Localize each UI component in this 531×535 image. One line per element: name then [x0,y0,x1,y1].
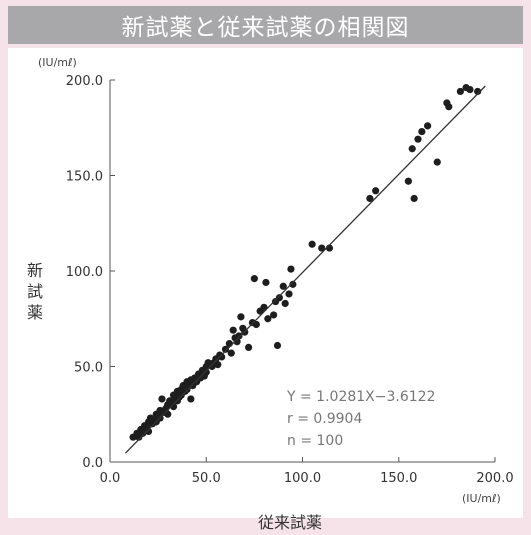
x-tick-label: 200.0 [476,471,513,486]
x-axis-label: 従来試薬 [258,513,322,532]
data-point [264,315,272,323]
data-point [281,299,289,308]
x-tick-label: 0.0 [100,471,121,486]
data-point [404,177,412,185]
y-axis-label: 新試薬 [27,261,43,322]
data-point [237,313,245,321]
data-point [250,275,258,283]
data-point [456,87,464,96]
axes [109,79,496,463]
data-point [287,265,295,273]
data-point [225,339,233,348]
y-axis-unit: (IU/mℓ) [38,56,77,69]
equation-annotation: Y = 1.0281X−3.6122 [286,389,435,405]
data-point [218,353,226,361]
data-point [433,158,441,166]
regression-line [124,85,486,454]
data-point [410,194,418,203]
data-point [202,368,210,376]
data-point [227,349,235,357]
data-point [408,145,416,153]
data-point [275,294,283,302]
data-point [414,135,422,143]
data-point [318,244,326,252]
data-point [445,103,453,111]
y-tick-label: 150.0 [66,170,103,185]
y-tick-label: 100.0 [66,265,103,280]
data-point [308,240,316,248]
data-point [273,341,282,350]
data-point [270,311,278,319]
data-point [229,326,237,334]
correlation-annotation: r = 0.9904 [287,411,362,427]
data-point [169,403,178,411]
data-point [214,360,222,369]
y-tick-label: 50.0 [74,361,103,376]
data-point [262,278,270,287]
data-point [466,85,474,94]
data-point [158,395,166,403]
data-point [144,427,153,436]
sample-size-annotation: n = 100 [287,433,343,449]
data-point [418,127,426,136]
tick-labels: 0.00.0 50.0 50.0 100.0 100.0 150.0 150.0 200.0 2… [66,74,514,486]
x-tick-label: 150.0 [380,471,417,486]
data-point [372,187,380,195]
data-point [235,332,243,340]
data-point [424,122,432,130]
fit-line [124,85,486,454]
y-axis-label-char: 新 [27,261,43,280]
data-points [129,84,482,441]
y-axis-label-char: 薬 [27,303,43,322]
data-point [233,338,241,346]
data-point [289,280,297,288]
data-point [279,282,287,290]
y-tick-label: 0.0 [82,456,103,471]
chart-title: 新試薬と従来試薬の相関図 [8,6,523,44]
data-point [252,320,260,329]
y-axis-label-char: 試 [27,282,43,301]
x-tick-label: 50.0 [192,471,221,486]
x-axis-unit: (IU/mℓ) [462,492,501,505]
data-point [245,343,253,351]
data-point [221,345,230,353]
data-point [474,87,482,96]
data-point [285,290,293,298]
data-point [139,429,147,437]
data-point [366,194,374,203]
data-point [187,395,195,403]
y-tick-label: 200.0 [66,74,103,89]
x-tick-label: 100.0 [284,471,321,486]
